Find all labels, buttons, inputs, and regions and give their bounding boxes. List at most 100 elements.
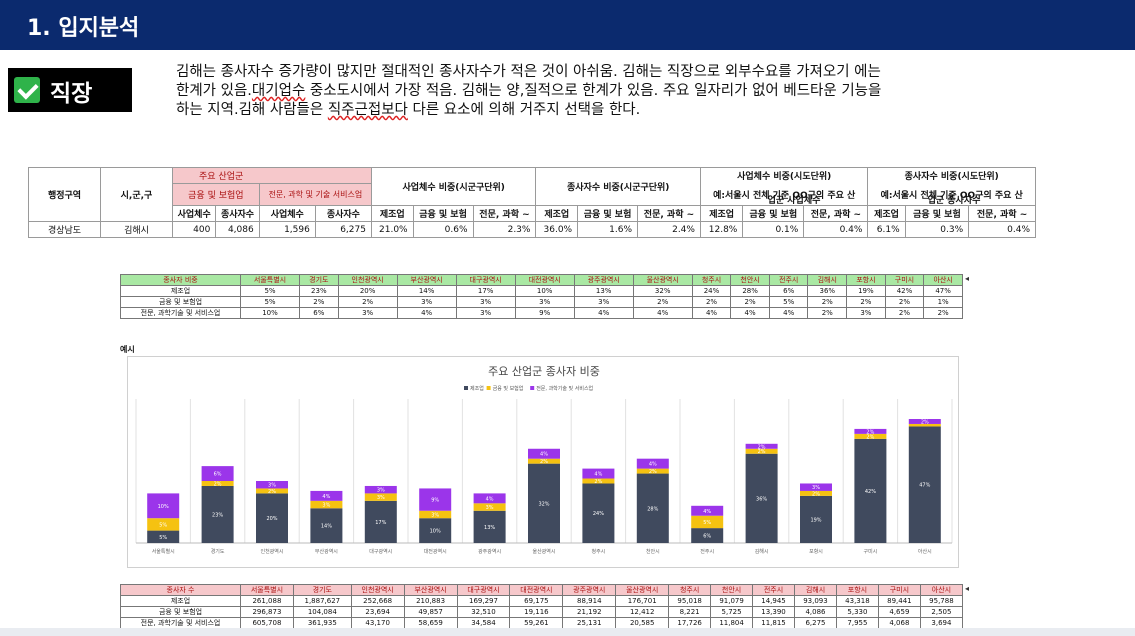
header-wp-mfg: 제조업 — [867, 205, 906, 222]
bar-segment — [691, 515, 724, 529]
table-cell: 3% — [455, 296, 516, 308]
data-label: 5% — [159, 535, 167, 541]
cell-br-mfg: 21.0% — [370, 221, 414, 238]
table-cell: 261,088 — [240, 595, 294, 607]
data-label: 4% — [486, 496, 494, 502]
table-cell: 43,318 — [835, 595, 879, 607]
tick-label: 대구광역시 — [369, 548, 392, 555]
legend-label: 금융 및 보험업 — [493, 385, 524, 392]
bar-segment — [256, 493, 288, 543]
tick-label: 부산광역시 — [315, 548, 338, 555]
table-cell: 1,887,627 — [292, 595, 352, 607]
header-wp-fin: 금융 및 보험 — [904, 205, 970, 222]
header-br-prof: 전문, 과학 ~ — [472, 205, 537, 222]
column-header: 광주광역시 — [562, 584, 617, 596]
table-cell: 6% — [299, 307, 339, 319]
data-label: 47% — [919, 483, 930, 489]
bar-segment — [636, 468, 669, 474]
column-header: 인천광역시 — [350, 584, 405, 596]
data-label: 2% — [812, 491, 820, 497]
data-label: 5% — [159, 522, 167, 528]
tick-label: 포항시 — [809, 548, 823, 555]
table-cell: 21,192 — [562, 606, 617, 618]
table-cell: 36% — [807, 285, 848, 297]
description-text: 김해는 종사자수 증가량이 많지만 절대적인 종사자수가 적은 것이 아쉬움. … — [176, 63, 1056, 120]
table-cell: 296,873 — [240, 606, 294, 618]
bar-segment — [800, 490, 832, 496]
bar-segment — [147, 493, 180, 519]
table-cell: 3% — [396, 296, 457, 308]
data-label: 4% — [322, 494, 330, 500]
table-cell: 1% — [923, 296, 963, 308]
cell-bp-fin: 0.1% — [742, 221, 805, 238]
bar-segment — [582, 483, 615, 543]
bar-segment — [745, 453, 778, 543]
legend-label: 제조업 — [470, 385, 484, 392]
cell-wr-fin: 1.6% — [577, 221, 638, 238]
table-cell: 14% — [396, 285, 457, 297]
section-badge-label: 직장 — [50, 81, 93, 107]
table-cell: 176,701 — [615, 595, 670, 607]
table-cell: 2% — [846, 296, 886, 308]
legend-swatch — [530, 386, 535, 390]
cell-bp-prof: 0.4% — [803, 221, 869, 238]
column-header: 울산광역시 — [615, 584, 670, 596]
summary-table: 행정구역 시,군,구 주요 산업군 사업체수 비중(시군구단위) 종사자수 비중… — [28, 167, 1036, 238]
column-header: 경기도 — [299, 274, 339, 286]
column-header: 천안시 — [730, 274, 770, 286]
cell-prof-biz: 1,596 — [258, 221, 316, 238]
table-cell: 2% — [730, 296, 770, 308]
bar-segment — [364, 485, 397, 494]
bar-segment — [419, 488, 452, 511]
tick-label: 구미시 — [863, 548, 877, 555]
row-label: 금융 및 보험업 — [120, 606, 241, 618]
bar-segment — [745, 448, 778, 454]
table-cell: 8,221 — [668, 606, 712, 618]
table-cell: 4% — [632, 307, 693, 319]
table-cell: 28% — [730, 285, 770, 297]
header-biz-ratio-prov-note-2: 업군 사업체수 — [767, 196, 821, 206]
bar-segment — [201, 466, 234, 481]
data-label: 17% — [375, 520, 386, 526]
row-label: 제조업 — [120, 285, 241, 297]
table-cell: 104,084 — [292, 606, 352, 618]
header-fin-workers: 종사자수 — [215, 205, 260, 222]
data-label: 10% — [430, 529, 441, 535]
tick-label: 경기도 — [211, 548, 225, 555]
data-label: 4% — [649, 462, 657, 468]
table-cell: 4% — [768, 307, 809, 319]
table-cell: 13% — [573, 285, 634, 297]
table-header-row: 종사자 비중 서울특별시 경기도 인천광역시 부산광역시 대구광역시 대전광역시 광주광역시 울… — [120, 274, 963, 286]
header-worker-ratio-prov: 종사자수 비중(시도단위) — [867, 167, 1036, 184]
stacked-bar-chart: 주요 산업군 종사자 비중 제조업 금융 및 보험업 전문, 과학기술 및 서비스업 5… — [127, 356, 959, 568]
data-label: 2% — [758, 444, 766, 450]
table-cell: 361,935 — [292, 617, 352, 629]
bar-segment — [636, 458, 669, 469]
table-cell: 49,857 — [403, 606, 458, 618]
cell-br-fin: 0.6% — [412, 221, 474, 238]
bar-segment — [201, 481, 234, 486]
table-row: 금융 및 보험업 5% 2% 2% 3% 3% 3% 3% 2% 2% 2% 5% 2% 2% 2% 1% — [120, 296, 963, 308]
table-cell: 24% — [691, 285, 732, 297]
table-cell: 3% — [455, 307, 516, 319]
bar-segment — [147, 530, 180, 543]
description-line-2-part-b: 대기업수 — [251, 83, 306, 99]
data-label: 36% — [756, 496, 767, 502]
data-label: 13% — [484, 525, 495, 531]
table-row: 제조업 5% 23% 20% 14% 17% 10% 13% 32% 24% 28% 6% 36% 19%… — [120, 285, 963, 297]
header-bp-prof: 전문, 과학 ~ — [803, 205, 869, 222]
ratio-table: 종사자 비중 서울특별시 경기도 인천광역시 부산광역시 대구광역시 대전광역시 광주광역시 울… — [120, 274, 963, 319]
page-title: 1. 입지분석 — [27, 16, 140, 41]
bar-segment — [201, 485, 234, 543]
bar-segment — [310, 490, 343, 501]
table-cell: 605,708 — [240, 617, 294, 629]
arrow-marker: ◂ — [965, 584, 970, 593]
column-header: 전주시 — [752, 584, 795, 596]
cell-br-prof: 2.3% — [472, 221, 537, 238]
table-cell: 10% — [514, 285, 575, 297]
column-header: 구미시 — [884, 274, 925, 286]
data-label: 2% — [758, 449, 766, 455]
table-cell: 2,505 — [919, 606, 964, 618]
table-cell: 6% — [768, 285, 809, 297]
